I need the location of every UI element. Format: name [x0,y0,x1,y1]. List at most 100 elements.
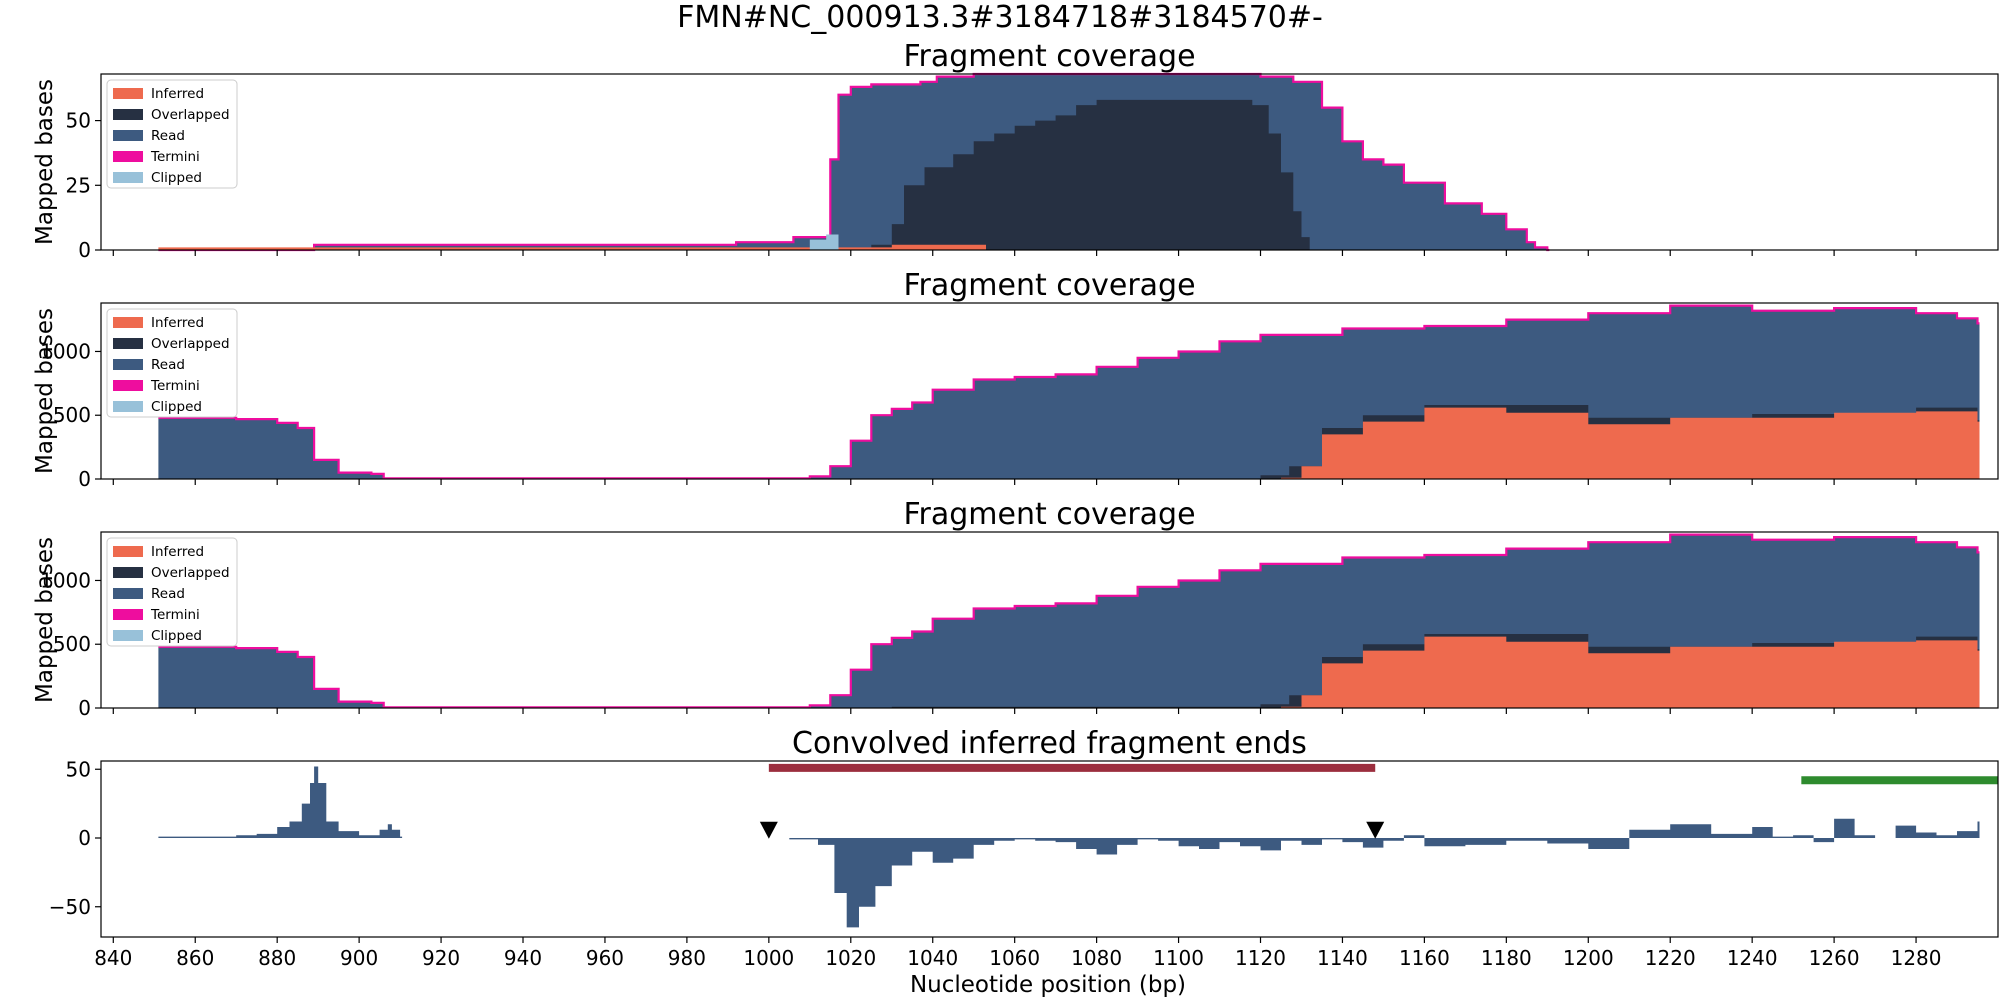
legend-swatch-read [113,130,143,141]
panel-1-title: Fragment coverage [903,39,1195,74]
x-tick-label: 1220 [1645,946,1696,970]
legend-label-inferred: Inferred [151,544,204,560]
x-tick-label: 1080 [1071,946,1122,970]
y-tick-label: −50 [49,895,91,919]
y-tick-label: 1000 [40,568,91,592]
y-tick-label: 0 [78,826,91,850]
y-tick-label: 0 [78,467,91,491]
legend-label-read: Read [151,357,185,373]
legend: Inferred Overlapped Read Termini Clipped [106,308,238,418]
panel-3: Fragment coverage Mapped bases Inferred Ove… [32,497,1999,720]
legend-label-overlapped: Overlapped [151,107,230,123]
panel-4-title: Convolved inferred fragment ends [792,726,1307,761]
legend-swatch-inferred [113,317,143,328]
y-tick-label: 1000 [40,339,91,363]
chart-panels: Fragment coverage Mapped bases Inferred Ove… [32,39,1999,943]
panel-3-title: Fragment coverage [903,497,1195,532]
x-tick-label: 1100 [1153,946,1204,970]
x-tick-label: 980 [668,946,706,970]
series-clipped-area [809,234,841,250]
panel-1-frame [100,73,1999,251]
panel-2: Fragment coverage Mapped bases Inferred Ove… [32,268,1999,491]
series-read-area [158,74,1550,250]
x-tick-label: 880 [258,946,296,970]
series-inferred-area [158,407,1980,479]
series-inferred-area [158,244,988,250]
x-tick-label: 1260 [1809,946,1860,970]
x-tick-label: 1020 [825,946,876,970]
panel-2-ylabel: Mapped bases [32,308,58,474]
legend-label-overlapped: Overlapped [151,565,230,581]
panel-2-frame [100,302,1999,480]
y-tick-label: 500 [53,632,91,656]
panel-2-title: Fragment coverage [903,268,1195,303]
legend-swatch-clipped [113,172,143,183]
legend-swatch-clipped [113,401,143,412]
series-overlapped-area [842,99,1312,251]
legend-swatch-inferred [113,546,143,557]
x-tick-label: 840 [94,946,132,970]
legend-label-read: Read [151,586,185,602]
legend-swatch-overlapped [113,338,143,349]
y-tick-label: 25 [66,173,91,197]
legend-label-read: Read [151,128,185,144]
x-tick-label: 1180 [1481,946,1532,970]
panel-1: Fragment coverage Mapped bases Inferred Ove… [32,39,1999,262]
legend-label-inferred: Inferred [151,86,204,102]
panel-3-ylabel: Mapped bases [32,537,58,703]
panel-4-frame [100,760,1999,938]
legend-label-termini: Termini [150,607,200,623]
x-axis: 840 860 880 900 920 940 960 980 1000 1020 1040 1060… [94,946,1941,970]
x-tick-label: 1240 [1727,946,1778,970]
x-tick-label: 860 [176,946,214,970]
x-tick-label: 1200 [1563,946,1614,970]
y-tick-label: 50 [66,757,91,781]
marker-triangle-2 [1366,821,1385,839]
series-termini-edge [158,304,1980,480]
legend-label-clipped: Clipped [151,170,202,186]
convolved-bars [789,818,1980,928]
x-tick-label: 1040 [907,946,958,970]
x-tick-label: 920 [422,946,460,970]
legend-swatch-termini [113,151,143,162]
legend: Inferred Overlapped Read Termini Clipped [106,537,238,647]
y-tick-label: 0 [78,238,91,262]
legend-swatch-termini [113,380,143,391]
legend-label-clipped: Clipped [151,399,202,415]
panel-4: Convolved inferred fragment ends −50 0 50 [49,726,1999,943]
x-axis-label: Nucleotide position (bp) [910,972,1186,998]
legend: Inferred Overlapped Read Termini Clipped [106,79,238,189]
series-termini-edge [158,533,1980,709]
y-tick-label: 0 [78,696,91,720]
legend-swatch-read [113,359,143,370]
marker-triangle-1 [759,821,778,839]
x-tick-label: 1000 [743,946,794,970]
y-tick-label: 50 [66,109,91,133]
x-tick-label: 960 [586,946,624,970]
panel-3-frame [100,531,1999,709]
x-tick-label: 1120 [1235,946,1286,970]
legend-label-overlapped: Overlapped [151,336,230,352]
legend-label-termini: Termini [150,378,200,394]
y-tick-label: 500 [53,403,91,427]
legend-label-termini: Termini [150,149,200,165]
legend-label-clipped: Clipped [151,628,202,644]
legend-swatch-termini [113,609,143,620]
convolved-bars [158,766,403,838]
panel-1-ylabel: Mapped bases [32,79,58,245]
x-tick-label: 940 [504,946,542,970]
legend-label-inferred: Inferred [151,315,204,331]
legend-swatch-overlapped [113,567,143,578]
legend-swatch-inferred [113,88,143,99]
x-tick-label: 1160 [1399,946,1450,970]
legend-swatch-read [113,588,143,599]
x-tick-label: 900 [340,946,378,970]
x-tick-label: 1140 [1317,946,1368,970]
series-inferred-area [158,636,1980,708]
legend-swatch-clipped [113,630,143,641]
legend-swatch-overlapped [113,109,143,120]
x-tick-label: 1060 [989,946,1040,970]
figure-suptitle: FMN#NC_000913.3#3184718#3184570#- [677,0,1323,35]
x-tick-label: 1280 [1891,946,1942,970]
